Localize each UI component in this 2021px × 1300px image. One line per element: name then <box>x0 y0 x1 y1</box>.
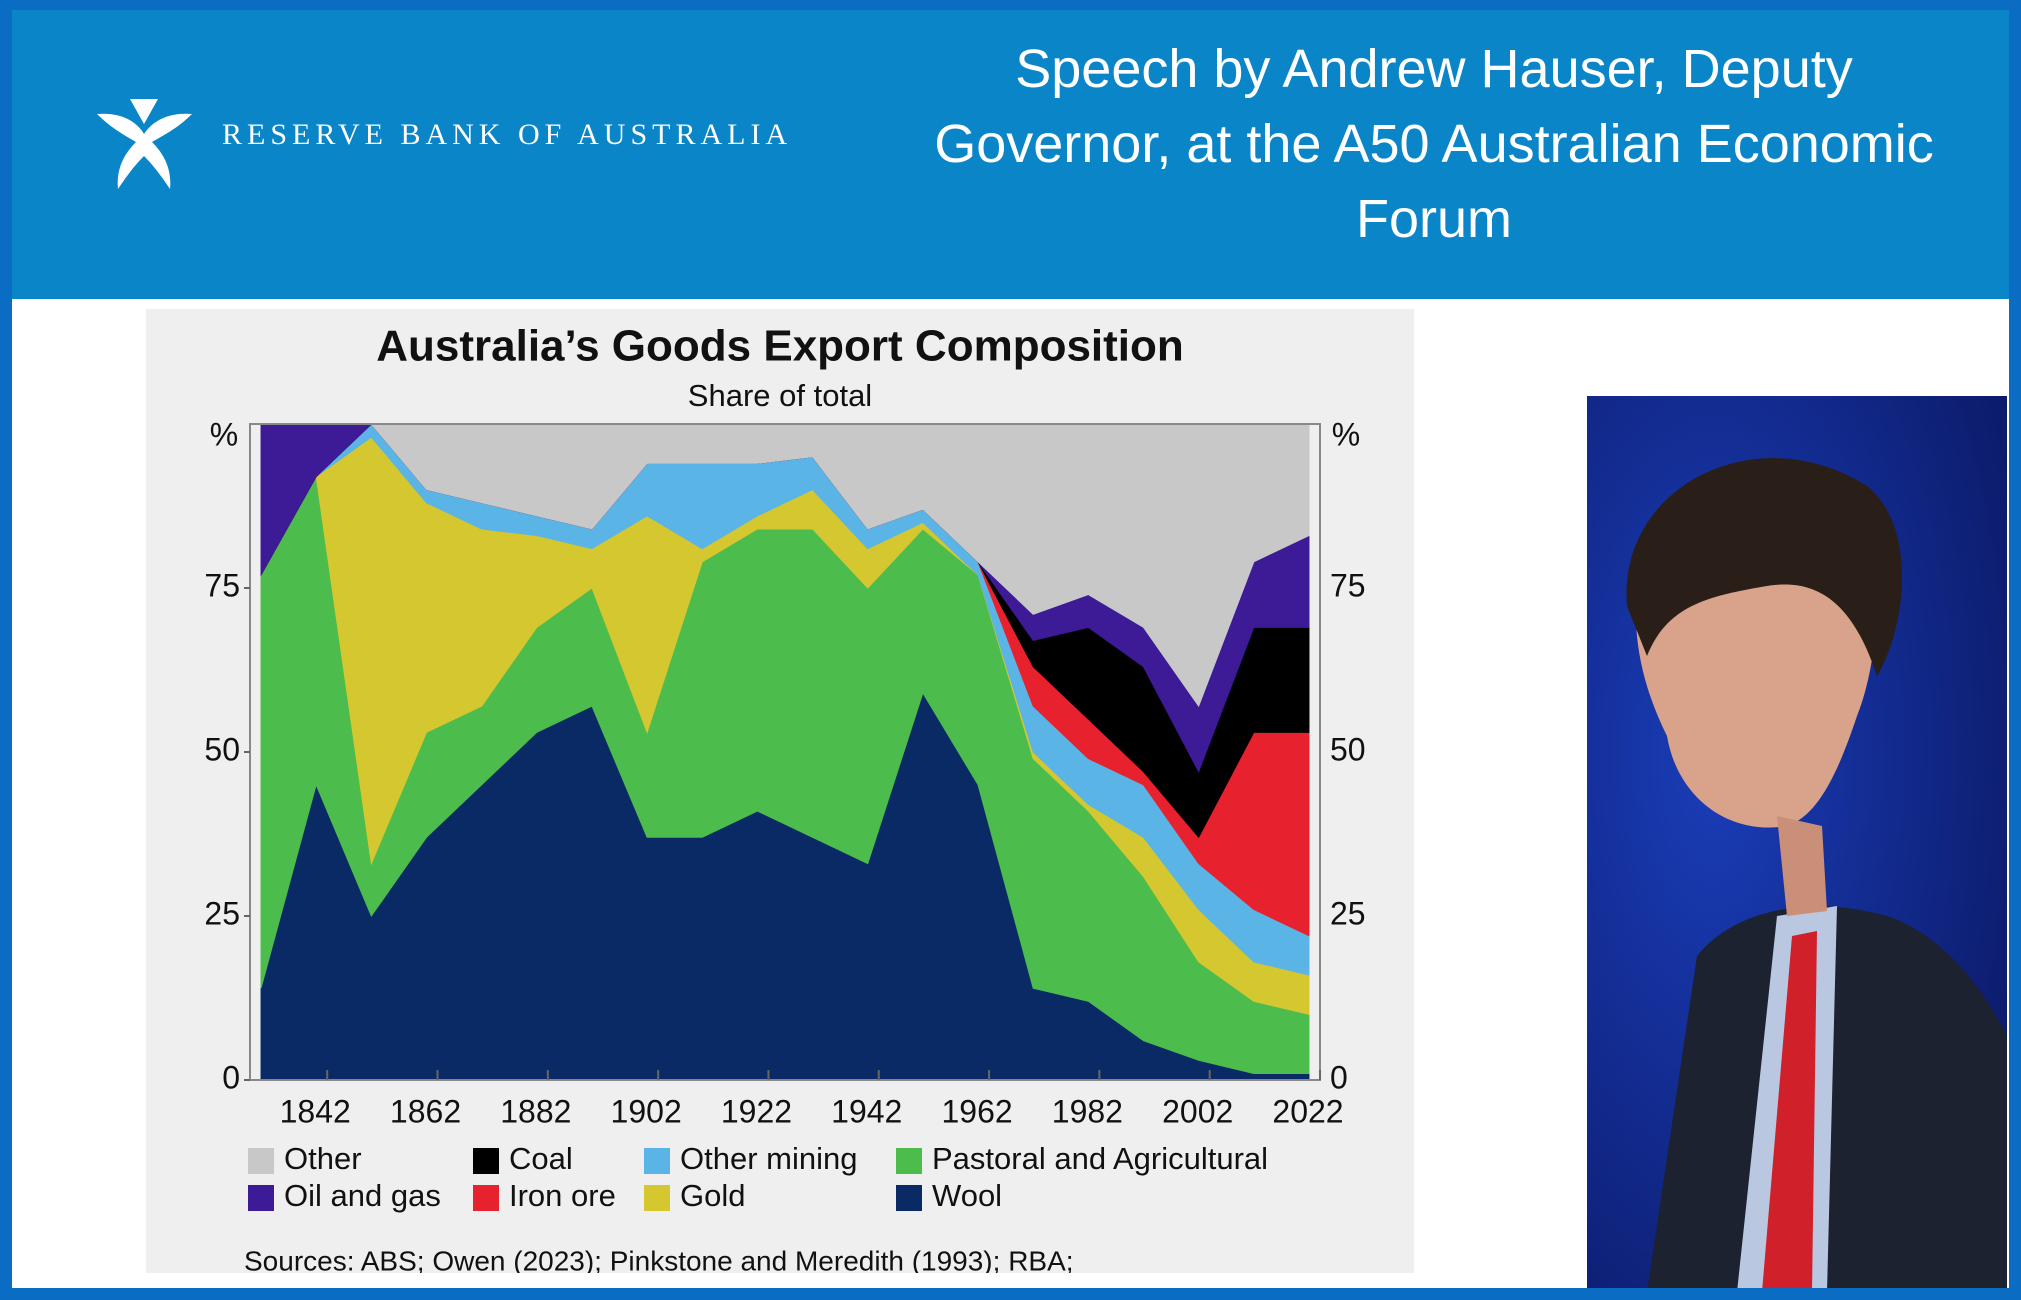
legend-swatch <box>644 1148 670 1174</box>
x-tick-label: 2002 <box>1162 1093 1233 1129</box>
legend-swatch <box>896 1148 922 1174</box>
x-tick-label: 1962 <box>941 1093 1012 1129</box>
y-tick-label: 50 <box>204 731 240 767</box>
legend-swatch <box>644 1185 670 1211</box>
chart-title: Australia’s Goods Export Composition <box>376 322 1184 371</box>
x-tick-label: 1842 <box>280 1093 351 1129</box>
legend-swatch <box>896 1185 922 1211</box>
y2-tick-label: 25 <box>1330 895 1366 931</box>
y-unit-right: % <box>1332 416 1360 452</box>
x-tick-label: 1922 <box>721 1093 792 1129</box>
header: RESERVE BANK OF AUSTRALIA Speech by Andr… <box>12 10 2009 299</box>
legend-label: Coal <box>509 1141 573 1176</box>
x-tick-label: 1882 <box>500 1093 571 1129</box>
legend-label: Other mining <box>680 1141 857 1176</box>
chart-subtitle: Share of total <box>688 378 872 413</box>
y-tick-label: 75 <box>204 567 240 603</box>
y-tick-label: 25 <box>204 895 240 931</box>
legend-swatch <box>248 1148 274 1174</box>
legend-label: Pastoral and Agricultural <box>932 1141 1268 1176</box>
frame: RESERVE BANK OF AUSTRALIA Speech by Andr… <box>12 10 2009 1288</box>
rba-logo <box>97 99 192 189</box>
y-tick-label: 0 <box>222 1059 240 1095</box>
y2-tick-label: 75 <box>1330 567 1366 603</box>
y2-tick-label: 50 <box>1330 731 1366 767</box>
legend-swatch <box>248 1185 274 1211</box>
x-tick-label: 1982 <box>1052 1093 1123 1129</box>
chart: Australia’s Goods Export Composition Sha… <box>146 309 1414 1273</box>
logo-text: RESERVE BANK OF AUSTRALIA <box>222 118 793 151</box>
legend-label: Gold <box>680 1178 745 1213</box>
legend-label: Oil and gas <box>284 1178 441 1213</box>
legend-label: Wool <box>932 1178 1002 1213</box>
legend-label: Other <box>284 1141 362 1176</box>
x-tick-label: 1902 <box>611 1093 682 1129</box>
x-tick-label: 2022 <box>1272 1093 1343 1129</box>
y2-tick-label: 0 <box>1330 1059 1348 1095</box>
speech-title: Speech by Andrew Hauser, Deputy Governor… <box>934 39 1934 249</box>
speaker-video <box>1587 396 2007 1288</box>
legend-label: Iron ore <box>509 1178 616 1213</box>
y-unit-left: % <box>210 416 238 452</box>
source-note: Sources: ABS; Owen (2023); Pinkstone and… <box>244 1245 1074 1273</box>
x-tick-label: 1942 <box>831 1093 902 1129</box>
legend-swatch <box>473 1148 499 1174</box>
x-tick-label: 1862 <box>390 1093 461 1129</box>
legend-swatch <box>473 1185 499 1211</box>
